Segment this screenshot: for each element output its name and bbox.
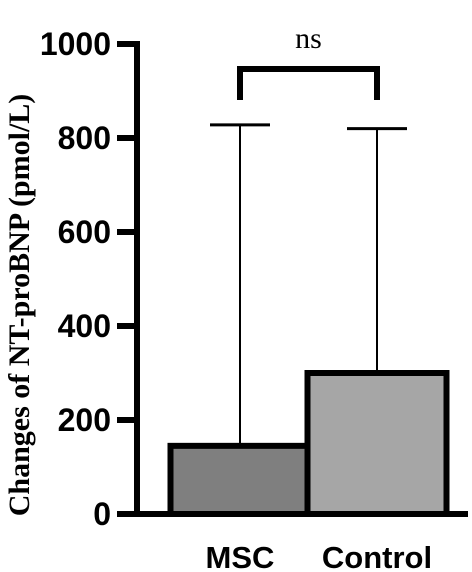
bar-msc — [167, 442, 313, 518]
x-tick-labels: MSC Control — [206, 540, 433, 572]
bar-control — [304, 370, 450, 517]
y-tick-labels: 0 200 400 600 800 1000 — [40, 26, 111, 532]
y-tick-label: 1000 — [40, 26, 111, 62]
significance-annotation: ns — [237, 22, 380, 100]
y-axis-label: Changes of NT-proBNP (pmol/L) — [3, 94, 36, 517]
bars — [167, 370, 450, 518]
y-tick-label: 800 — [58, 120, 111, 156]
significance-label: ns — [295, 22, 322, 55]
significance-bracket — [237, 66, 380, 100]
y-tick-label: 400 — [58, 308, 111, 344]
y-tick-label: 600 — [58, 214, 111, 250]
y-tick-label: 0 — [93, 496, 111, 532]
error-bars — [210, 123, 407, 446]
x-tick-label-msc: MSC — [206, 540, 275, 572]
x-tick-label-control: Control — [322, 540, 432, 572]
y-tick-label: 200 — [58, 402, 111, 438]
